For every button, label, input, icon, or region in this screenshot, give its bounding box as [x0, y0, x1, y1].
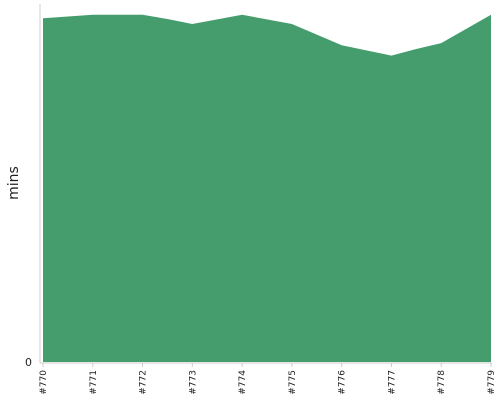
plot-area — [43, 14, 491, 363]
x-tick-label: #771 — [89, 370, 99, 395]
x-tick-label: #772 — [139, 370, 149, 395]
area-series — [43, 14, 491, 363]
x-tick-label: #776 — [338, 370, 348, 395]
x-tick-label: #778 — [437, 370, 447, 395]
x-tick-label: #774 — [238, 370, 248, 395]
y-axis-label: mins — [6, 166, 22, 200]
x-tick-label: #773 — [188, 370, 198, 395]
y-tick-label-0: 0 — [25, 356, 32, 369]
x-tick-label: #779 — [487, 370, 497, 395]
x-tick-label: #777 — [387, 370, 397, 395]
x-tick-label: #775 — [288, 370, 298, 395]
x-tick-labels: #770 #771 #772 #773 #774 #775 #776 #777 #778 #779 — [39, 363, 497, 395]
x-tick-label: #770 — [39, 370, 49, 395]
